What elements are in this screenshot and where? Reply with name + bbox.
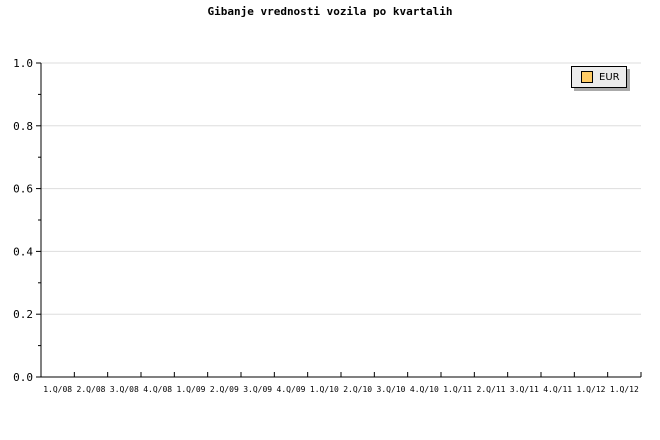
x-tick-label: 4.Q/11 xyxy=(543,385,572,394)
x-tick-label: 3.Q/10 xyxy=(377,385,406,394)
y-tick-label: 0.0 xyxy=(13,371,33,384)
chart-title: Gibanje vrednosti vozila po kvartalih xyxy=(207,5,453,18)
x-tick-label: 2.Q/09 xyxy=(210,385,239,394)
x-tick-label: 2.Q/10 xyxy=(343,385,372,394)
x-tick-label: 1.Q/12 xyxy=(610,385,639,394)
legend-label-eur: EUR xyxy=(599,71,620,83)
x-tick-label: 1.Q/08 xyxy=(43,385,72,394)
x-tick-label: 1.Q/10 xyxy=(310,385,339,394)
x-tick-label: 4.Q/10 xyxy=(410,385,439,394)
x-tick-label: 3.Q/11 xyxy=(510,385,539,394)
x-tick-label: 1.Q/11 xyxy=(443,385,472,394)
legend-swatch-eur xyxy=(581,71,593,83)
x-tick-label: 1.Q/09 xyxy=(177,385,206,394)
y-tick-label: 0.4 xyxy=(13,245,33,258)
x-tick-label: 3.Q/08 xyxy=(110,385,139,394)
x-tick-label: 2.Q/08 xyxy=(77,385,106,394)
x-tick-label: 1.Q/12 xyxy=(577,385,606,394)
y-tick-label: 0.2 xyxy=(13,308,33,321)
x-tick-label: 3.Q/09 xyxy=(243,385,272,394)
y-tick-label: 0.8 xyxy=(13,120,33,133)
x-tick-label: 2.Q/11 xyxy=(477,385,506,394)
x-tick-label: 4.Q/09 xyxy=(277,385,306,394)
legend: EUR xyxy=(571,66,627,88)
y-tick-label: 1.0 xyxy=(13,57,33,70)
y-tick-label: 0.6 xyxy=(13,183,33,196)
x-tick-label: 4.Q/08 xyxy=(143,385,172,394)
